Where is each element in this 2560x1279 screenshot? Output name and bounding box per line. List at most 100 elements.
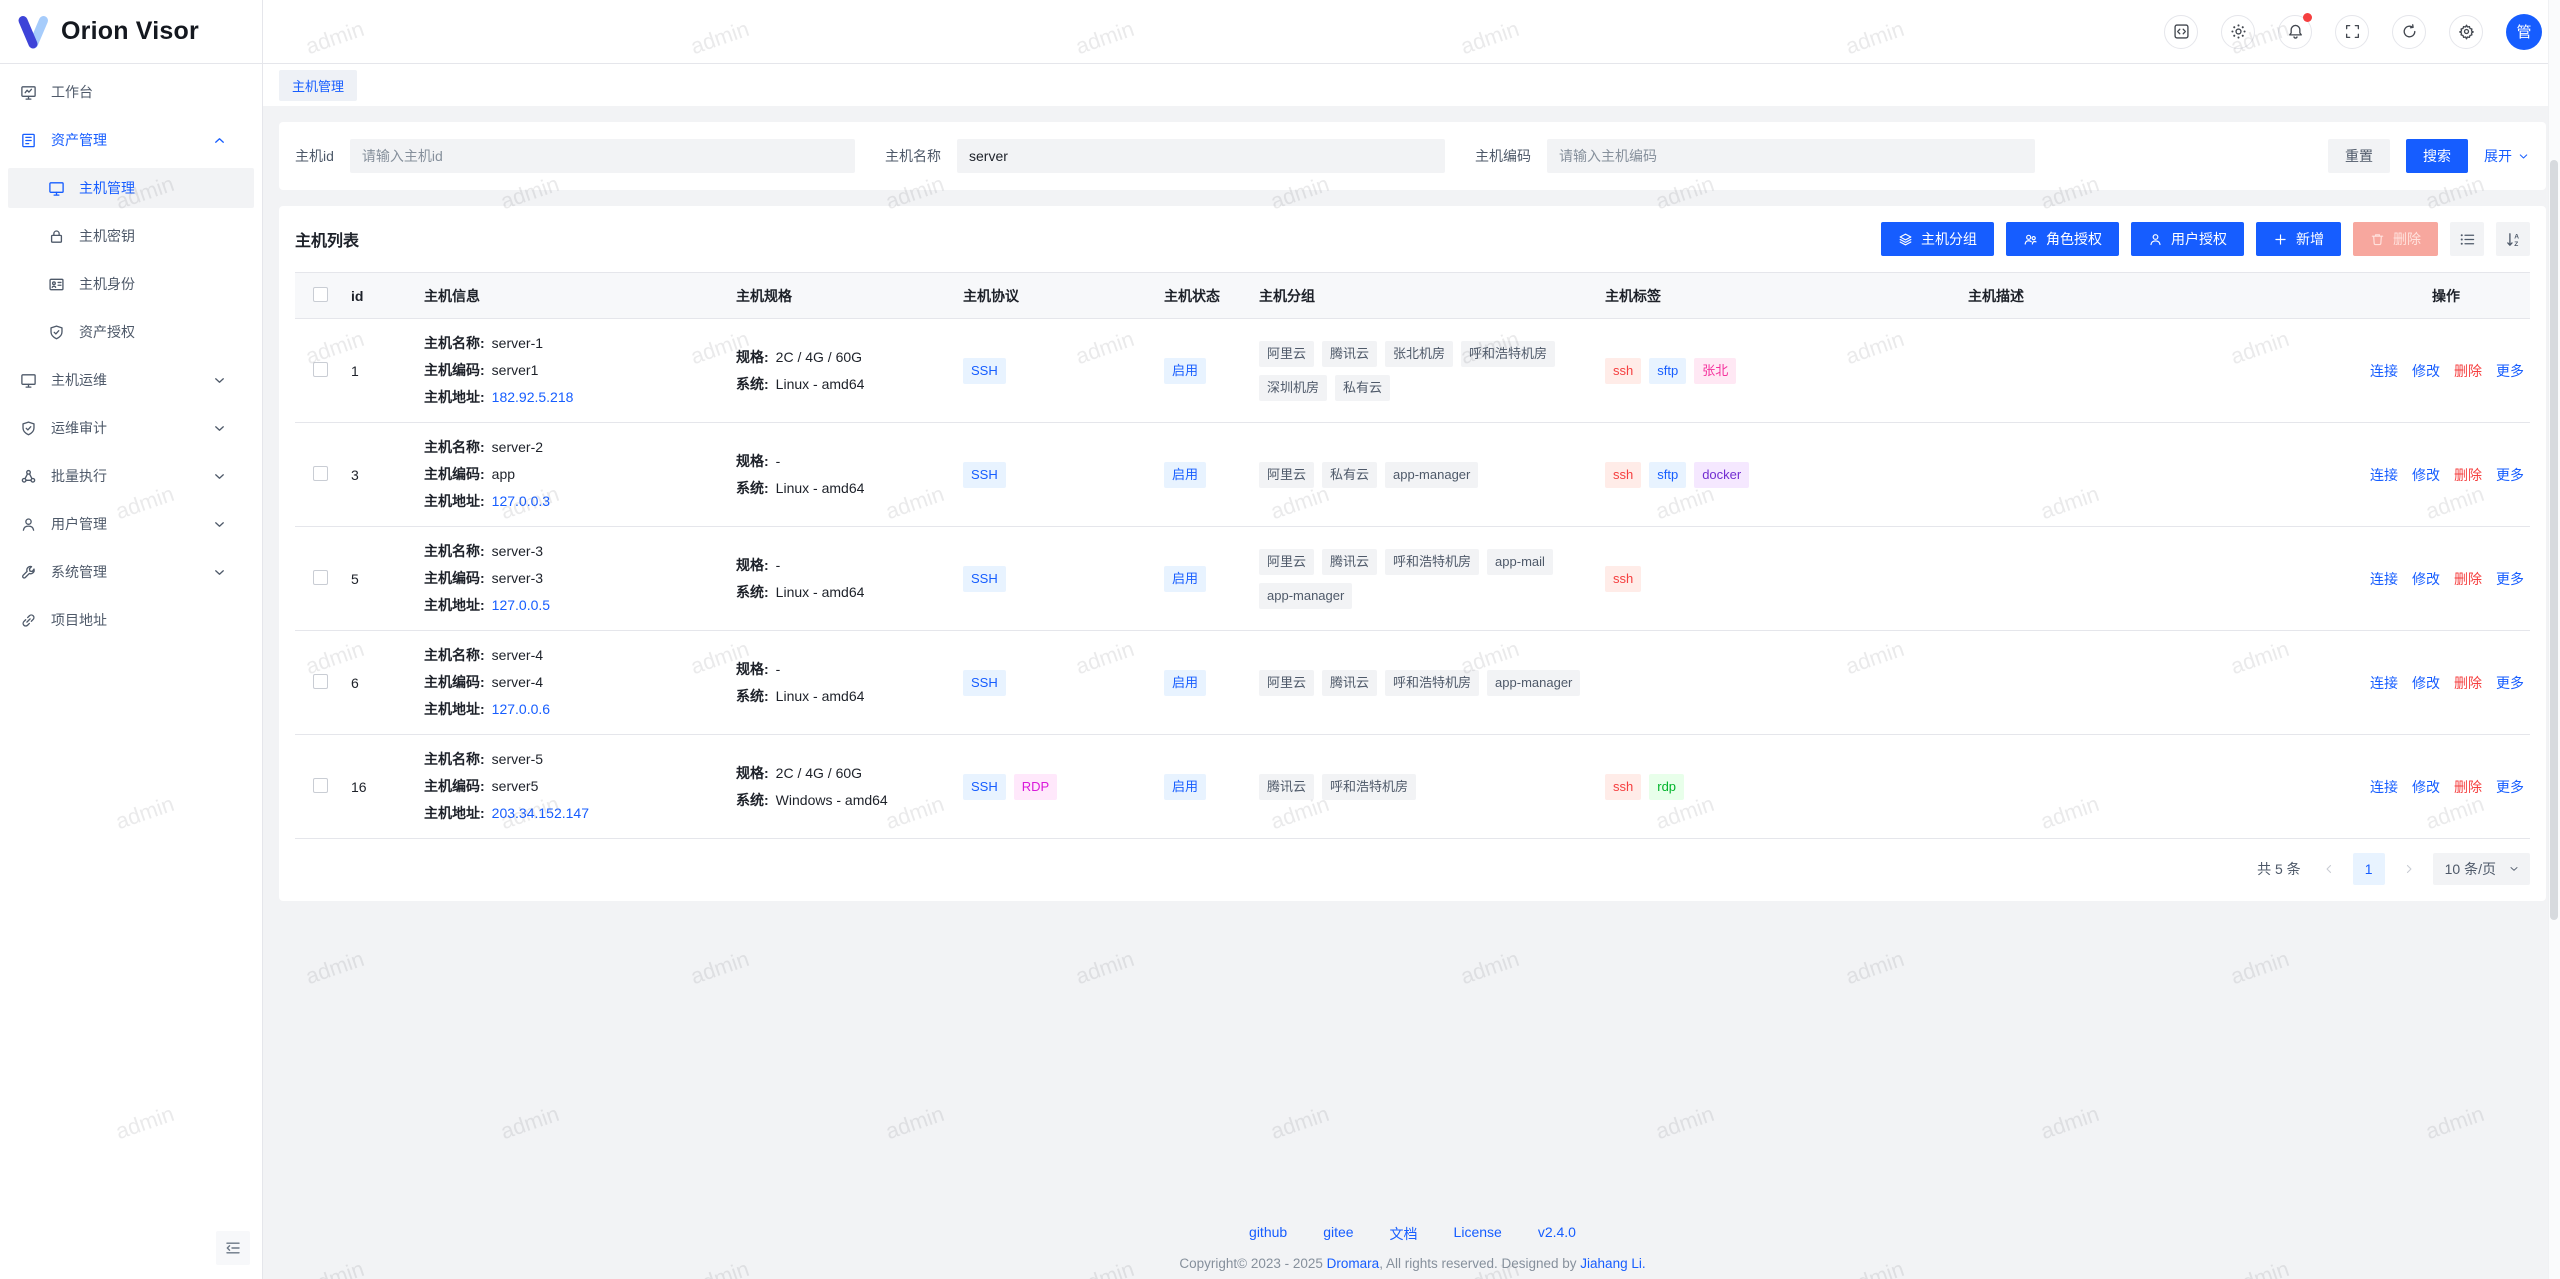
refresh-button[interactable] [2392, 14, 2426, 49]
sidebar-item-asset-grant[interactable]: 资产授权 [8, 312, 254, 352]
notifications-button[interactable] [2278, 12, 2312, 49]
audit-shield-icon [22, 420, 35, 435]
delete-action[interactable]: 删除 [2454, 674, 2482, 691]
more-action[interactable]: 更多 [2496, 466, 2524, 483]
sidebar-item-asset-management[interactable]: 资产管理 [8, 120, 254, 160]
sidebar-item-host-keys[interactable]: 主机密钥 [8, 216, 254, 256]
tags-cell: ssh [1605, 565, 1968, 592]
edit-action[interactable]: 修改 [2412, 570, 2440, 587]
sidebar-item-host-identity[interactable]: 主机身份 [8, 264, 254, 304]
chevron-down-icon [2510, 867, 2518, 871]
row-checkbox[interactable] [313, 465, 328, 481]
sidebar-item-host-ops[interactable]: 主机运维 [8, 360, 254, 400]
scrollbar-thumb[interactable] [2550, 160, 2558, 920]
logo: Orion Visor [0, 0, 262, 64]
host-id-input[interactable] [349, 139, 855, 173]
group-cell: 阿里云 腾讯云 呼和浩特机房 app-mail app-manager [1259, 548, 1605, 609]
host-spec-cell: 规格: - 系统: Linux - amd64 [736, 660, 865, 704]
dromara-link[interactable]: Dromara [1326, 1256, 1380, 1271]
edit-action[interactable]: 修改 [2412, 466, 2440, 483]
tab-host-management[interactable]: 主机管理 [279, 70, 358, 101]
more-action[interactable]: 更多 [2496, 674, 2524, 691]
role-grant-button[interactable]: 角色授权 [2006, 222, 2119, 256]
page-size-select[interactable]: 10 条/页 [2432, 853, 2530, 885]
connect-action[interactable]: 连接 [2370, 362, 2398, 379]
prev-page-button[interactable] [2313, 853, 2345, 885]
tab-bar: 主机管理 [263, 64, 2560, 106]
scrollbar[interactable] [2548, 0, 2560, 1279]
author-link[interactable]: Jiahang Li. [1580, 1256, 1646, 1271]
status-cell: 启用 [1164, 357, 1259, 384]
edit-action[interactable]: 修改 [2412, 674, 2440, 691]
host-name: server-5 [491, 751, 544, 767]
sidebar-item-project-url[interactable]: 项目地址 [8, 600, 254, 640]
search-button[interactable]: 搜索 [2406, 139, 2468, 173]
host-code-input[interactable] [1547, 139, 2035, 173]
more-action[interactable]: 更多 [2496, 570, 2524, 587]
github-link[interactable]: github [1249, 1224, 1288, 1240]
status-badge: 启用 [1164, 565, 1207, 592]
asset-icon [22, 133, 35, 147]
user-grant-button[interactable]: 用户授权 [2131, 222, 2244, 256]
next-page-button[interactable] [2393, 853, 2425, 885]
select-all-checkbox[interactable] [313, 286, 328, 302]
host-name: server-1 [491, 335, 544, 351]
host-id: 3 [351, 466, 359, 483]
sidebar-item-workbench[interactable]: 工作台 [8, 72, 254, 112]
version-link[interactable]: v2.4.0 [1537, 1224, 1576, 1240]
row-checkbox[interactable] [313, 673, 328, 689]
group-cell: 阿里云 腾讯云 呼和浩特机房 app-manager [1259, 669, 1605, 696]
connect-action[interactable]: 连接 [2370, 778, 2398, 795]
sidebar-item-user-management[interactable]: 用户管理 [8, 504, 254, 544]
status-cell: 启用 [1164, 461, 1259, 488]
host-name: server-2 [491, 439, 544, 455]
sidebar-item-batch-exec[interactable]: 批量执行 [8, 456, 254, 496]
sidebar-item-system-management[interactable]: 系统管理 [8, 552, 254, 592]
expand-button[interactable]: 展开 [2484, 146, 2530, 166]
protocol-tag: RDP [1013, 773, 1058, 800]
more-action[interactable]: 更多 [2496, 778, 2524, 795]
create-button[interactable]: 新增 [2256, 222, 2341, 256]
host-code: server5 [491, 778, 539, 794]
fullscreen-button[interactable] [2335, 14, 2369, 49]
row-checkbox[interactable] [313, 569, 328, 585]
host-group-button[interactable]: 主机分组 [1881, 222, 1994, 256]
connect-action[interactable]: 连接 [2370, 570, 2398, 587]
column-settings-button[interactable] [2450, 222, 2484, 256]
more-action[interactable]: 更多 [2496, 362, 2524, 379]
code-button[interactable] [2164, 14, 2198, 49]
protocol-cell: SSH [963, 461, 1164, 488]
table-row: 16 主机名称: server-5 主机编码: server5 主机地址: 203.3… [295, 735, 2530, 839]
reset-button[interactable]: 重置 [2328, 139, 2390, 173]
sidebar-item-host-management[interactable]: 主机管理 [8, 168, 254, 208]
theme-toggle-button[interactable] [2221, 14, 2255, 49]
settings-button[interactable] [2449, 14, 2483, 49]
license-link[interactable]: License [1453, 1224, 1502, 1240]
delete-button[interactable]: 删除 [2353, 222, 2438, 256]
user-avatar[interactable]: 管 [2506, 13, 2542, 50]
delete-action[interactable]: 删除 [2454, 570, 2482, 587]
sidebar-item-ops-audit[interactable]: 运维审计 [8, 408, 254, 448]
sidebar-collapse-button[interactable] [216, 1231, 250, 1265]
page-number[interactable]: 1 [2352, 853, 2385, 885]
host-address-link[interactable]: 182.92.5.218 [491, 389, 574, 405]
host-code: server-4 [491, 674, 544, 690]
connect-action[interactable]: 连接 [2370, 466, 2398, 483]
delete-action[interactable]: 删除 [2454, 778, 2482, 795]
delete-action[interactable]: 删除 [2454, 362, 2482, 379]
gitee-link[interactable]: gitee [1323, 1224, 1354, 1240]
edit-action[interactable]: 修改 [2412, 778, 2440, 795]
host-address-link[interactable]: 203.34.152.147 [491, 805, 589, 821]
connect-action[interactable]: 连接 [2370, 674, 2398, 691]
status-cell: 启用 [1164, 565, 1259, 592]
host-address-link[interactable]: 127.0.0.5 [491, 597, 551, 613]
row-checkbox[interactable] [313, 777, 328, 793]
docs-link[interactable]: 文档 [1389, 1226, 1418, 1242]
host-name-input[interactable] [957, 139, 1445, 173]
host-address-link[interactable]: 127.0.0.3 [491, 493, 551, 509]
delete-action[interactable]: 删除 [2454, 466, 2482, 483]
edit-action[interactable]: 修改 [2412, 362, 2440, 379]
row-checkbox[interactable] [313, 361, 328, 377]
host-address-link[interactable]: 127.0.0.6 [491, 701, 551, 717]
